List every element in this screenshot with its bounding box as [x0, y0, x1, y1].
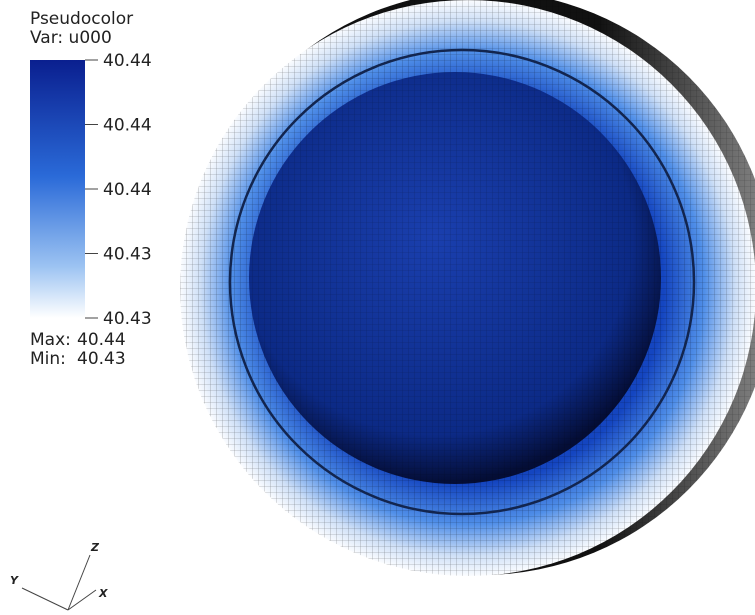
axis-z: Z	[90, 541, 100, 554]
legend-tick-label: 40.43	[103, 245, 152, 265]
color-bar	[30, 60, 85, 318]
legend-tick-label: 40.44	[103, 51, 152, 71]
max-value: 40.44	[77, 330, 126, 350]
legend-tick-label: 40.44	[103, 180, 152, 200]
max-label: Max:	[30, 330, 71, 350]
legend: Pseudocolor Var: u000 40.4440.4440.4440.…	[30, 9, 152, 369]
axis-triad: Z Y X	[10, 541, 108, 611]
min-label: Min:	[30, 349, 66, 369]
axis-y: Y	[10, 574, 19, 587]
legend-title: Pseudocolor	[30, 9, 133, 29]
sphere-render	[180, 0, 755, 576]
legend-tick-label: 40.44	[103, 116, 152, 136]
legend-tick-label: 40.43	[103, 309, 152, 329]
min-value: 40.43	[77, 349, 126, 369]
axis-x: X	[98, 587, 108, 600]
legend-variable: Var: u000	[30, 28, 112, 48]
